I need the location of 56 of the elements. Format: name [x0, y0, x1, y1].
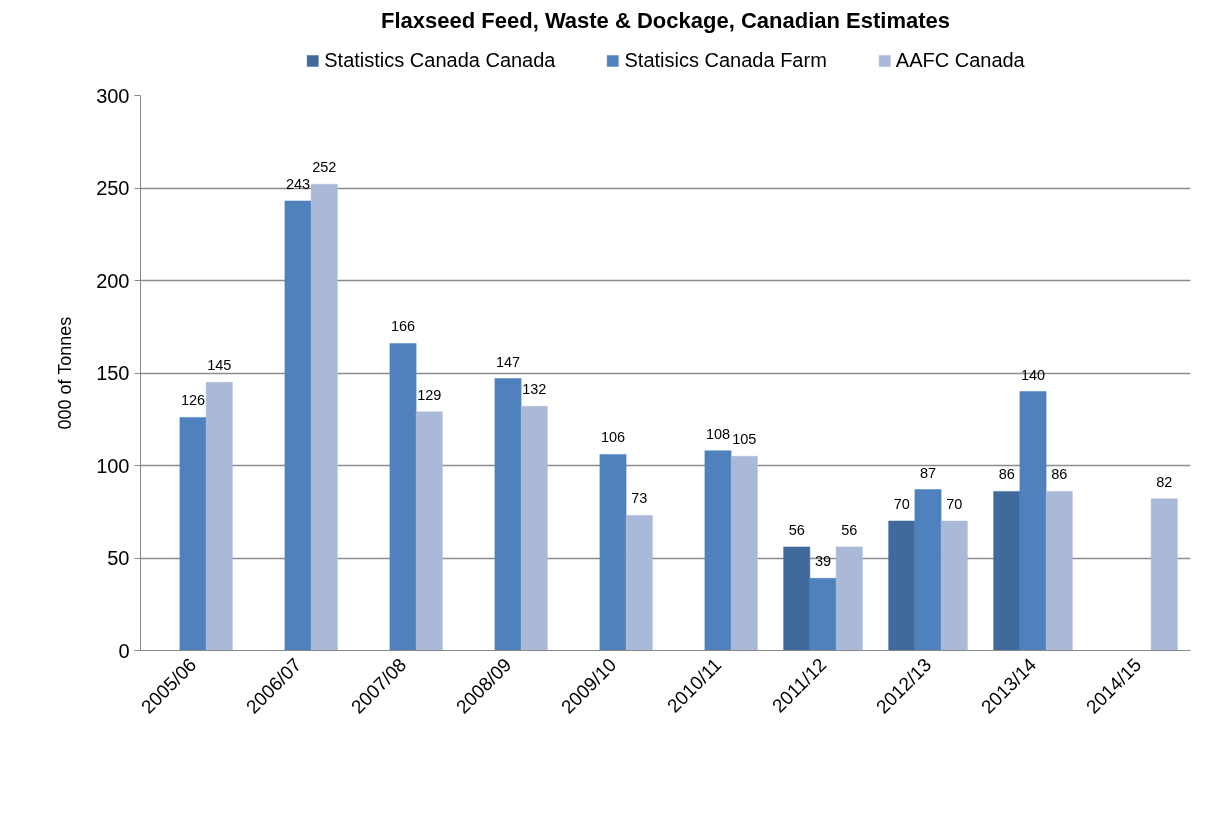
bar [835, 546, 863, 651]
bar [284, 200, 312, 651]
data-label: 73 [631, 490, 648, 507]
y-tick-label: 250 [96, 177, 130, 199]
y-tick-label: 100 [96, 454, 130, 477]
data-label: 105 [732, 431, 757, 448]
data-label: 56 [841, 521, 858, 538]
y-tick-label: 150 [96, 362, 130, 384]
bar [914, 489, 942, 651]
data-label: 70 [893, 496, 910, 512]
data-label: 108 [705, 425, 731, 442]
bar [1019, 391, 1047, 651]
chart-title: Flaxseed Feed, Waste & Dockage, Canadian Estimates [381, 7, 950, 33]
data-label: 56 [788, 521, 805, 538]
data-label: 132 [522, 381, 547, 398]
data-label: 243 [285, 175, 311, 192]
data-label: 87 [919, 464, 937, 481]
bar [205, 382, 233, 651]
data-label: 86 [998, 466, 1015, 483]
bar [494, 378, 522, 651]
bar [415, 411, 443, 651]
y-tick-label: 50 [107, 547, 130, 569]
data-label: 39 [814, 553, 832, 570]
data-label: 126 [180, 392, 206, 409]
data-label: 166 [390, 318, 416, 335]
data-label: 82 [1156, 473, 1173, 490]
bar [179, 417, 207, 651]
bar [940, 520, 968, 651]
data-label: 147 [495, 353, 521, 370]
legend-label: AAFC Canada [895, 48, 1025, 72]
bar [888, 520, 916, 651]
bar [730, 456, 758, 651]
y-tick-label: 200 [96, 269, 130, 292]
legend-label: Statisics Canada Farm [624, 48, 827, 72]
data-label: 86 [1051, 466, 1068, 483]
data-label: 252 [312, 159, 337, 176]
bar [1150, 498, 1178, 651]
bar [783, 546, 811, 651]
data-label: 70 [946, 496, 963, 512]
bar [599, 454, 627, 651]
bar [809, 578, 837, 651]
bar [625, 515, 653, 651]
legend-label: Statistics Canada Canada [324, 48, 556, 72]
data-label: 106 [600, 429, 626, 446]
data-label: 145 [207, 357, 232, 374]
bar [310, 184, 338, 651]
bar [704, 450, 732, 651]
bar [1045, 491, 1073, 651]
bar [389, 343, 417, 651]
bar [520, 406, 548, 651]
y-axis-title: 000 of Tonnes [55, 316, 76, 430]
data-label: 129 [417, 386, 442, 403]
data-label: 140 [1020, 366, 1046, 383]
y-tick-label: 300 [96, 84, 130, 107]
y-tick-label: 0 [118, 639, 130, 662]
bar [993, 491, 1021, 651]
